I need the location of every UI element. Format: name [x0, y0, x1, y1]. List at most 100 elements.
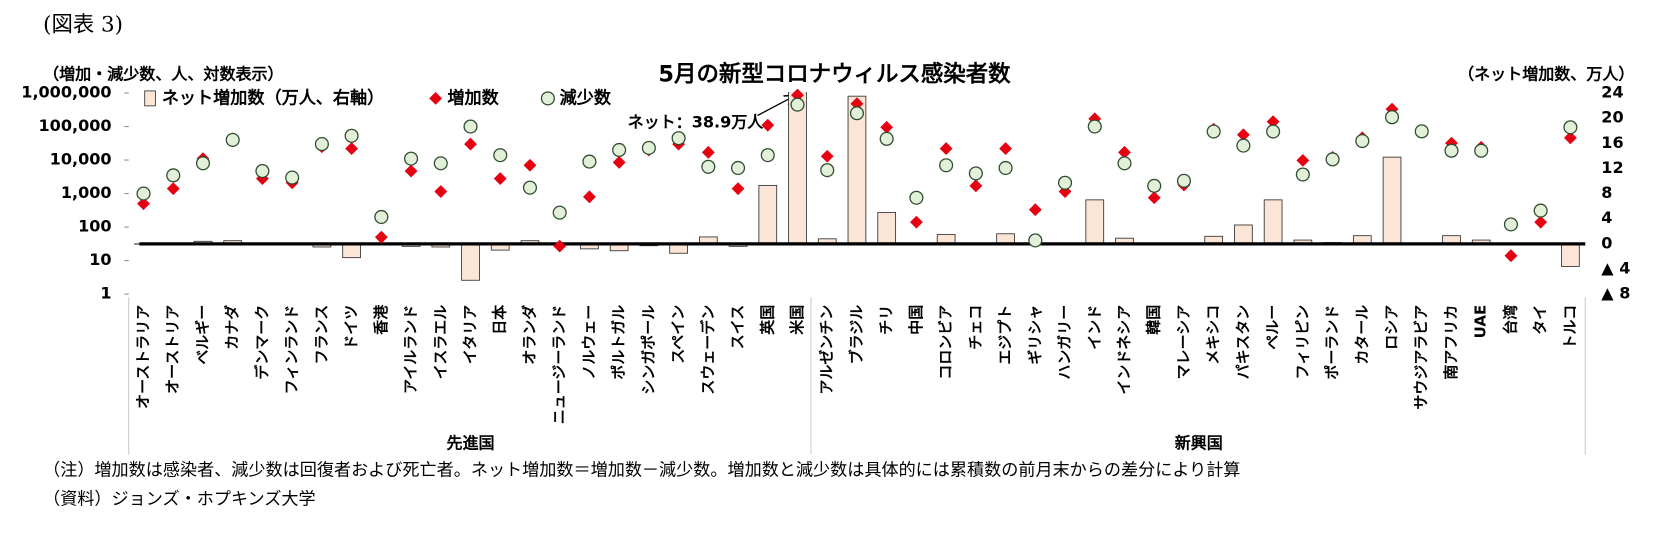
decrease-marker: [493, 148, 508, 163]
x-tick-label: オランダ: [520, 305, 538, 365]
increase-marker: [999, 142, 1013, 156]
net-bar: [1234, 224, 1253, 245]
x-tick-label: 南アフリカ: [1442, 305, 1460, 380]
x-tick-label: オーストリア: [164, 305, 182, 394]
decrease-marker: [1384, 110, 1400, 125]
x-tick-label: パキスタン: [1234, 305, 1252, 379]
decrease-marker: [1266, 124, 1281, 139]
chart-title: 5月の新型コロナウィルス感染者数: [658, 60, 1011, 87]
increase-marker: [1563, 131, 1577, 145]
increase-marker: [969, 179, 983, 193]
increase-marker: [820, 149, 834, 163]
increase-marker: [939, 142, 953, 156]
annotation: ネット：38.9万人: [628, 112, 765, 131]
decrease-marker: [344, 128, 359, 143]
x-tick-label: ブラジル: [847, 305, 865, 365]
y2-tick-label: ▲ 8: [1601, 284, 1630, 303]
x-tick-label: トルコ: [1561, 305, 1579, 350]
y2-tick-label: 16: [1601, 133, 1623, 152]
x-tick-label: カナダ: [223, 305, 241, 350]
increase-marker: [1504, 249, 1518, 263]
y2-tick-label: 24: [1601, 83, 1623, 102]
x-tick-label: ハンガリー: [1056, 305, 1074, 380]
x-tick-label: チェコ: [966, 305, 984, 350]
x-tick-label: 台湾: [1501, 305, 1519, 335]
decrease-marker: [1147, 178, 1162, 193]
bars: [134, 91, 1580, 281]
decrease-marker: [1295, 167, 1310, 182]
decrease-marker: [1117, 156, 1132, 171]
net-bar: [1382, 156, 1402, 245]
y2-tick-label: 0: [1601, 233, 1612, 252]
net-bar: [342, 243, 361, 259]
decrease-marker: [701, 159, 716, 174]
x-tick-label: ニュージーランド: [550, 305, 568, 424]
decrease-marker: [1236, 138, 1251, 153]
decrease-marker: [136, 186, 151, 201]
decrease-marker: [998, 160, 1013, 176]
x-tick-label: ポーランド: [1323, 305, 1341, 380]
x-tick-label: スウェーデン: [699, 305, 717, 395]
x-tick-label: マレーシア: [1174, 305, 1192, 380]
x-tick-label: チリ: [877, 305, 895, 335]
decrease-marker: [790, 97, 805, 112]
decrease-marker: [404, 151, 419, 166]
x-tick-label: 英国: [758, 305, 776, 335]
decrease-marker: [1206, 124, 1221, 139]
x-tick-label: スペイン: [669, 305, 687, 364]
plot-area: [134, 91, 1580, 281]
note: （注）増加数は感染者、減少数は回復者および死亡者。ネット増加数＝増加数－減少数。…: [43, 461, 1240, 481]
decrease-marker: [225, 132, 240, 147]
x-tick-label: イスラエル: [431, 305, 449, 379]
increase-marker: [404, 164, 418, 178]
legend-swatch: [429, 91, 443, 105]
decrease-marker: [1414, 124, 1429, 139]
decrease-marker: [255, 163, 270, 179]
net-bar: [758, 184, 778, 245]
decrease-marker: [671, 131, 686, 146]
x-tick-label: オーストラリア: [134, 305, 152, 409]
decrease-marker: [552, 205, 567, 220]
x-tick-label: ギリシャ: [1026, 305, 1044, 365]
x-tick-label: 香港: [372, 304, 390, 335]
y-tick-label: 100: [78, 217, 111, 236]
x-tick-label: インドネシア: [1115, 305, 1133, 395]
decrease-marker: [1087, 119, 1102, 134]
figure-label: (図表 3): [43, 13, 123, 38]
increase-marker: [701, 145, 715, 159]
x-tick-label: フランス: [312, 305, 330, 365]
x-tick-label: インド: [1085, 305, 1103, 350]
x-tick-label: エジプト: [996, 305, 1014, 365]
increase-marker: [1534, 215, 1548, 229]
increase-marker: [1147, 191, 1161, 205]
x-tick-label: ドイツ: [342, 305, 360, 350]
increase-marker: [612, 156, 626, 169]
increase-marker: [493, 172, 507, 186]
decrease-marker: [968, 166, 983, 181]
decrease-marker: [820, 163, 835, 178]
increase-marker: [761, 118, 775, 132]
net-bar: [1561, 243, 1580, 267]
decrease-marker: [582, 154, 597, 169]
y2-tick-label: 12: [1601, 158, 1623, 177]
decrease-marker: [522, 180, 538, 195]
decrease-marker: [612, 142, 627, 158]
x-tick-label: シンガポール: [639, 305, 657, 395]
net-bar: [1085, 199, 1105, 245]
x-tick-label: スイス: [729, 305, 747, 349]
increase-marker: [464, 137, 477, 151]
increase-marker: [1028, 203, 1042, 217]
x-tick-label: タイ: [1531, 305, 1549, 335]
decrease-marker: [849, 106, 865, 121]
y-tick-label: 10: [89, 250, 111, 269]
y2-tick-label: ▲ 4: [1601, 258, 1630, 277]
increase-marker: [523, 158, 537, 172]
decrease-marker: [433, 156, 448, 171]
decrease-marker: [760, 148, 775, 163]
decrease-marker: [1355, 133, 1370, 149]
increase-marker: [1266, 115, 1280, 129]
legend-swatch: [144, 90, 156, 107]
decrease-marker: [1325, 152, 1340, 167]
